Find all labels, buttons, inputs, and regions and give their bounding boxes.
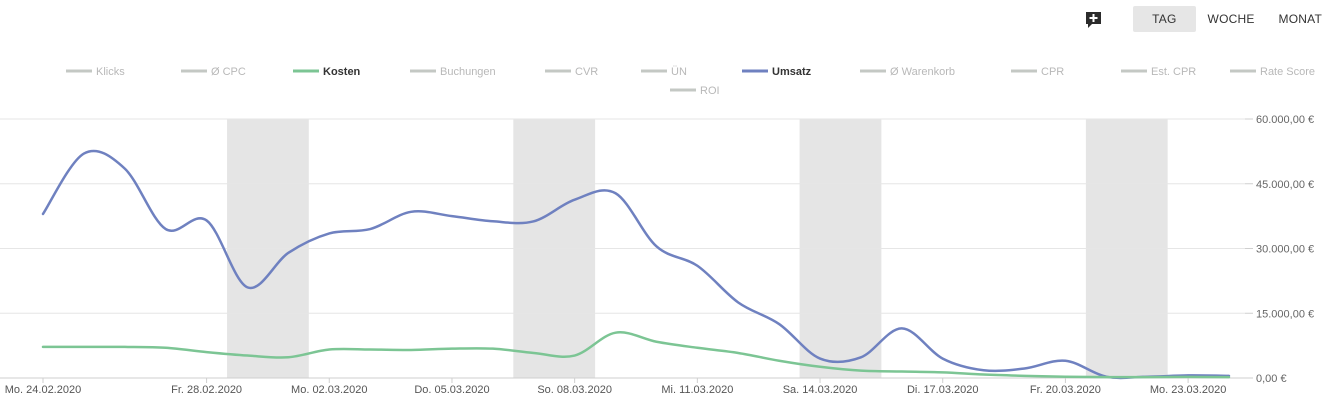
legend-item-avg-cpc[interactable]: Ø CPC bbox=[181, 66, 246, 78]
legend-item-klicks[interactable]: Klicks bbox=[66, 66, 125, 78]
period-button-monat[interactable]: MONAT bbox=[1278, 12, 1322, 26]
legend-label: Est. CPR bbox=[1151, 66, 1196, 78]
y-tick-label: 0,00 € bbox=[1256, 373, 1287, 385]
legend-item-buchungen[interactable]: Buchungen bbox=[410, 66, 496, 78]
add-comment-button[interactable] bbox=[1084, 10, 1103, 29]
x-tick-label: Mi. 11.03.2020 bbox=[661, 384, 733, 396]
x-tick-label: Sa. 14.03.2020 bbox=[783, 384, 858, 396]
legend-item-rate-score[interactable]: Rate Score bbox=[1230, 66, 1315, 78]
y-tick-label: 60.000,00 € bbox=[1256, 114, 1314, 126]
legend-item-umsatz[interactable]: Umsatz bbox=[742, 66, 812, 78]
legend-label: Kosten bbox=[323, 66, 361, 78]
x-tick-label: Di. 17.03.2020 bbox=[907, 384, 979, 396]
series-line-umsatz bbox=[41, 149, 1231, 380]
period-button-woche[interactable]: WOCHE bbox=[1207, 12, 1255, 26]
legend-label: ÜN bbox=[671, 66, 687, 78]
legend-label: Rate Score bbox=[1260, 66, 1315, 78]
x-tick-label: Mo. 24.02.2020 bbox=[5, 384, 81, 396]
legend-label: Buchungen bbox=[440, 66, 496, 78]
x-tick-label: Do. 05.03.2020 bbox=[414, 384, 489, 396]
legend-item-kosten[interactable]: Kosten bbox=[293, 66, 361, 78]
period-button-tag[interactable]: TAG bbox=[1133, 6, 1196, 32]
x-tick-label: So. 08.03.2020 bbox=[537, 384, 612, 396]
legend-item-uen[interactable]: ÜN bbox=[641, 66, 687, 78]
legend-label: Ø CPC bbox=[211, 66, 246, 78]
legend-label: CPR bbox=[1041, 66, 1064, 78]
legend-label: CVR bbox=[575, 66, 598, 78]
x-tick-label: Mo. 02.03.2020 bbox=[291, 384, 367, 396]
legend-label: ROI bbox=[700, 85, 720, 97]
legend-label: Klicks bbox=[96, 66, 125, 78]
legend-item-est-cpr[interactable]: Est. CPR bbox=[1121, 66, 1196, 78]
legend-item-cpr[interactable]: CPR bbox=[1011, 66, 1064, 78]
legend-label: Umsatz bbox=[772, 66, 812, 78]
x-tick-label: Fr. 28.02.2020 bbox=[171, 384, 242, 396]
toolbar: TAG WOCHE MONAT bbox=[1084, 6, 1334, 32]
x-tick-label: Fr. 20.03.2020 bbox=[1030, 384, 1101, 396]
x-tick-label: Mo. 23.03.2020 bbox=[1150, 384, 1226, 396]
legend-item-cvr[interactable]: CVR bbox=[545, 66, 598, 78]
y-tick-label: 45.000,00 € bbox=[1256, 179, 1314, 191]
comment-plus-icon bbox=[1086, 11, 1102, 28]
legend-item-roi[interactable]: ROI bbox=[670, 85, 720, 97]
series-line-kosten bbox=[41, 331, 1231, 379]
y-tick-label: 30.000,00 € bbox=[1256, 244, 1314, 256]
legend-label: Ø Warenkorb bbox=[890, 66, 955, 78]
y-tick-label: 15.000,00 € bbox=[1256, 308, 1314, 320]
legend-item-avg-warenkorb[interactable]: Ø Warenkorb bbox=[860, 66, 955, 78]
